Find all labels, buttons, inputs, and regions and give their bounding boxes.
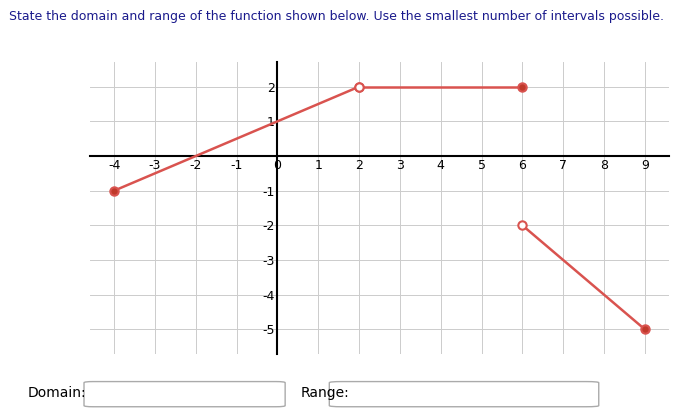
FancyBboxPatch shape (329, 381, 599, 407)
Text: Range:: Range: (300, 386, 349, 400)
Text: State the domain and range of the function shown below. Use the smallest number : State the domain and range of the functi… (9, 10, 664, 23)
Text: Domain:: Domain: (28, 386, 86, 400)
FancyBboxPatch shape (84, 381, 285, 407)
